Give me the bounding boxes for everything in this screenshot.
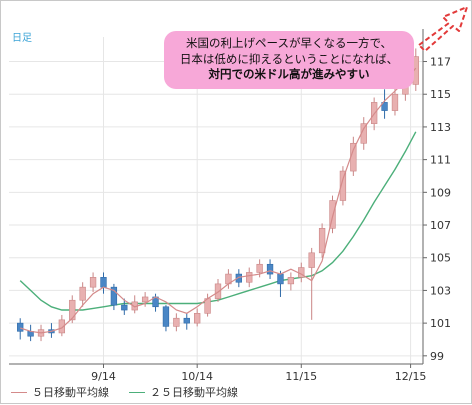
arrow-outline: [418, 6, 468, 52]
grid-lines: [9, 37, 423, 364]
x-tick-label: 11/15: [285, 370, 317, 383]
candle-body: [79, 286, 86, 301]
candle-body: [162, 306, 170, 327]
y-tick-label: 113: [430, 121, 451, 134]
candles-layer: [17, 48, 419, 342]
candle-body: [277, 273, 284, 285]
legend-ma5: ５日移動平均線: [11, 384, 109, 400]
x-tick-label: 9/14: [91, 370, 116, 383]
candle-body: [350, 142, 357, 172]
candle-body: [110, 286, 118, 306]
candle-body: [194, 313, 201, 324]
candle-body: [318, 227, 326, 254]
candle-body: [256, 263, 263, 273]
axes-layer: 99 101 103 105 107 109 111 113 115 117 9/14 10/14 11…: [9, 29, 451, 383]
annotation-bubble: 米国の利上げペースが早くなる一方で、 日本は低めに抑えるということになれば、 対…: [164, 31, 414, 89]
legend-ma25: ２５日移動平均線: [129, 384, 238, 400]
x-tick-label: 12/15: [395, 370, 427, 383]
y-tick-label: 105: [430, 252, 451, 265]
candle-body: [141, 296, 149, 303]
x-tick-label: 10/14: [181, 370, 213, 383]
candle-body: [121, 304, 128, 311]
candle-body: [89, 277, 97, 288]
period-label: 日足: [12, 33, 32, 44]
y-tick-label: 117: [430, 56, 451, 69]
candle-body: [183, 317, 190, 324]
candle-body: [287, 277, 295, 285]
candle-body: [69, 299, 76, 321]
candle-body: [17, 322, 24, 332]
candle-body: [381, 102, 388, 111]
candle-body: [173, 317, 180, 327]
y-tick-label: 107: [430, 219, 451, 232]
candle-body: [308, 252, 315, 268]
legend-ma25-label: ２５日移動平均線: [150, 386, 238, 399]
ma5-line: [20, 67, 417, 334]
candle-body: [246, 272, 253, 283]
legend-ma25-swatch: [129, 391, 145, 393]
candle-body: [58, 319, 66, 334]
y-tick-label: 109: [430, 186, 451, 199]
annotation-line-3: 対円での米ドル高が進みやすい: [208, 67, 370, 81]
y-tick-label: 99: [430, 350, 444, 363]
up-arrow-icon: [418, 6, 468, 52]
candle-body: [391, 93, 399, 111]
candle-body: [235, 273, 242, 283]
y-tick-label: 111: [430, 154, 451, 167]
y-tick-label: 101: [430, 317, 451, 330]
annotation-line-1: 米国の利上げペースが早くなる一方で、: [186, 36, 392, 50]
candle-body: [214, 283, 222, 299]
annotation-line-2: 日本は低めに抑えるということになれば、: [179, 51, 399, 66]
legend-ma5-swatch: [11, 391, 27, 393]
y-tick-label: 115: [430, 88, 451, 101]
candle-body: [329, 200, 336, 229]
y-tick-label: 103: [430, 284, 451, 297]
candle-body: [100, 277, 107, 288]
ma5-layer: [20, 67, 417, 334]
candle-body: [339, 170, 347, 201]
legend-ma5-label: ５日移動平均線: [32, 386, 109, 399]
candle-body: [266, 263, 274, 275]
